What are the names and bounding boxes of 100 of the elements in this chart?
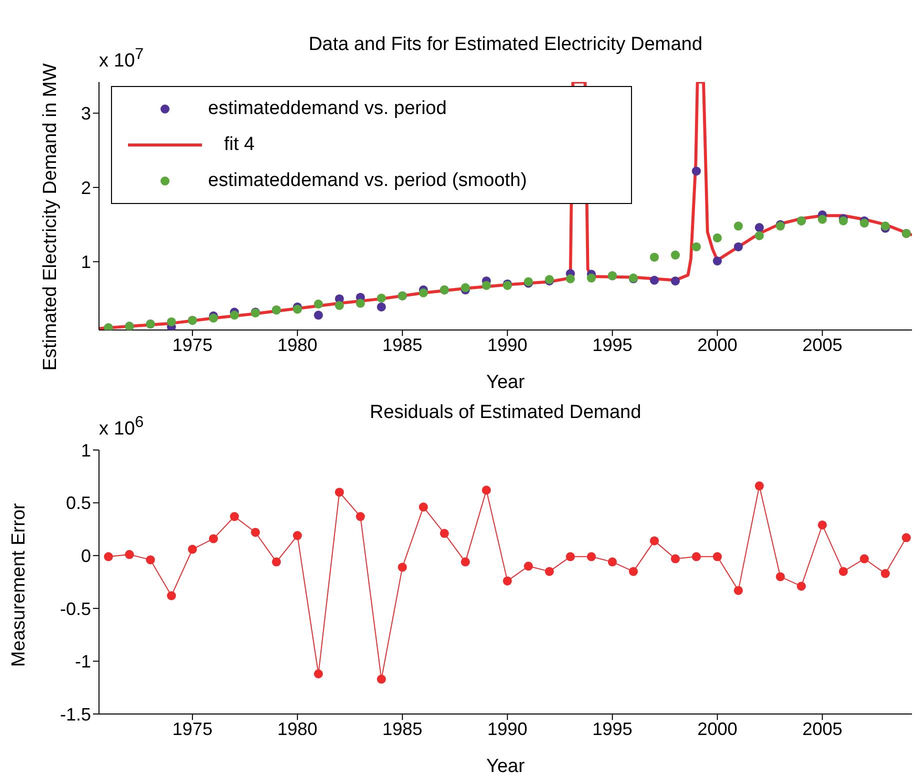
point <box>734 222 743 231</box>
point <box>608 557 617 566</box>
point <box>838 566 848 576</box>
point <box>482 280 491 290</box>
point <box>670 276 680 286</box>
point <box>334 300 344 310</box>
point <box>712 233 722 242</box>
point <box>208 314 218 323</box>
point <box>292 531 302 540</box>
y-axis-title: Measurement Error <box>8 502 30 667</box>
point <box>754 481 764 490</box>
point <box>230 512 239 522</box>
y-tick-label: -0.5 <box>60 598 91 619</box>
x-axis-title: Year <box>486 372 526 393</box>
point <box>734 242 743 252</box>
point <box>712 256 722 266</box>
y-tick-label: 3 <box>80 104 91 124</box>
x-axis-title: Year <box>486 756 526 776</box>
point <box>754 231 764 240</box>
y-tick-label: 1 <box>80 440 91 460</box>
y-tick-label: 0 <box>80 546 91 566</box>
x-tick-label: 2005 <box>802 718 842 739</box>
point <box>880 569 890 578</box>
point <box>502 576 512 586</box>
point <box>650 252 659 262</box>
legend-label: fit 4 <box>224 134 255 156</box>
point <box>650 276 659 285</box>
point <box>356 512 365 522</box>
point <box>166 591 176 600</box>
point <box>586 552 596 562</box>
point <box>314 669 323 678</box>
point <box>776 572 785 582</box>
point <box>818 520 827 530</box>
point <box>754 223 764 232</box>
y-tick-label: 2 <box>80 178 91 198</box>
chart-title: Residuals of Estimated Demand <box>370 402 642 423</box>
chart-title: Data and Fits for Estimated Electricity Demand <box>308 34 702 55</box>
point <box>314 300 323 309</box>
point <box>272 557 281 566</box>
point <box>482 486 491 495</box>
point <box>586 274 596 283</box>
point <box>712 552 722 562</box>
point <box>628 566 638 576</box>
x-tick-label: 1995 <box>592 718 632 739</box>
point <box>692 166 701 176</box>
x-tick-label: 1985 <box>382 718 422 739</box>
y-tick-label: -1.5 <box>60 704 91 724</box>
point <box>104 552 113 562</box>
point <box>796 582 806 591</box>
point <box>440 528 449 538</box>
text: x 10$^{7}$ <box>99 46 144 72</box>
point <box>124 550 134 560</box>
point <box>670 554 680 564</box>
point <box>734 586 743 595</box>
point <box>650 536 659 546</box>
x-tick-label: 2005 <box>802 334 842 355</box>
point <box>818 214 827 224</box>
point <box>566 552 575 562</box>
point <box>314 310 323 320</box>
x-tick-label: 1995 <box>592 334 632 355</box>
x-tick-label: 1985 <box>382 334 422 355</box>
x-tick-label: 1980 <box>277 334 318 355</box>
point <box>460 557 470 566</box>
y-tick-label: 0.5 <box>66 493 91 514</box>
x-tick-label: 1975 <box>172 334 212 355</box>
point <box>860 218 869 228</box>
y-tick-label: -1 <box>74 652 91 672</box>
point <box>670 250 680 260</box>
point <box>860 554 869 564</box>
point <box>292 304 302 314</box>
x-tick-label: 1980 <box>277 718 318 739</box>
point <box>376 302 386 312</box>
point <box>544 566 554 576</box>
point <box>566 274 575 284</box>
point <box>166 317 176 326</box>
point <box>356 298 365 308</box>
point <box>376 294 386 303</box>
x-tick-label: 2000 <box>697 334 738 355</box>
point <box>208 534 218 544</box>
point <box>188 544 197 554</box>
x-tick-label: 2000 <box>697 718 738 739</box>
point <box>418 288 428 298</box>
x-tick-label: 1990 <box>487 718 528 739</box>
point <box>146 555 155 564</box>
point <box>418 502 428 512</box>
legend-label: estimateddemand vs. period <box>208 98 447 120</box>
point <box>250 528 260 537</box>
point <box>398 562 407 572</box>
point <box>376 674 386 684</box>
point <box>692 552 701 562</box>
point <box>230 310 239 320</box>
text: x 10$^{6}$ <box>99 414 144 440</box>
y-axis-title: Estimated Electricity Demand in MW <box>40 63 61 371</box>
point <box>692 242 701 252</box>
point <box>334 488 344 497</box>
point <box>902 533 911 542</box>
legend-label: estimateddemand vs. period (smooth) <box>208 170 527 192</box>
x-tick-label: 1990 <box>487 334 528 355</box>
y-tick-label: 1 <box>80 252 91 272</box>
point <box>524 562 533 571</box>
